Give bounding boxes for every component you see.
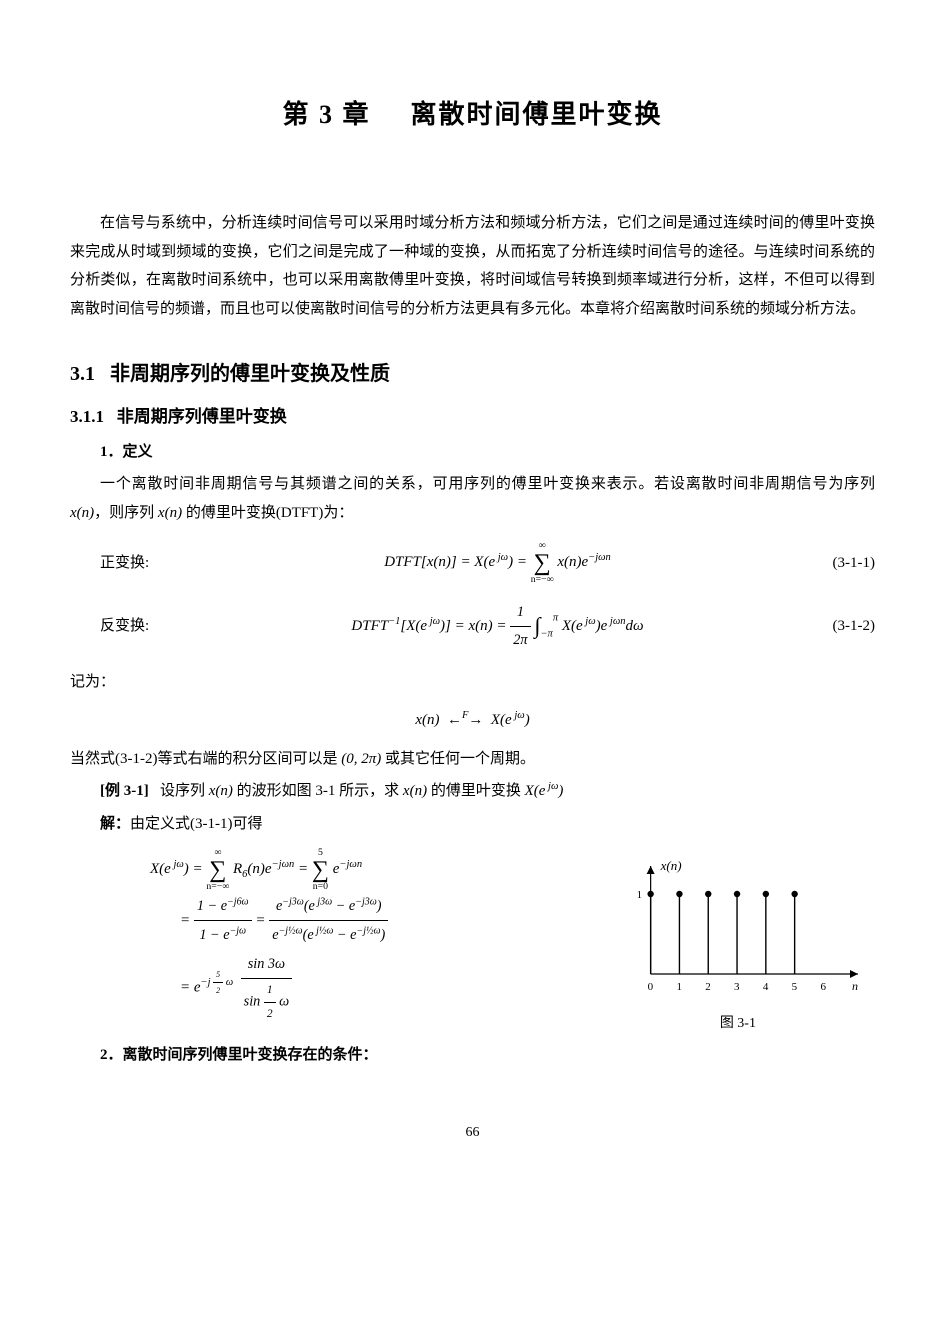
section-3-1-heading: 3.1 非周期序列的傅里叶变换及性质 [70,355,875,393]
svg-text:0: 0 [648,981,654,993]
forward-transform-row: 正变换: DTFT[x(n)] = X(e jω) = ∞∑n=−∞ x(n)e… [70,541,875,585]
forward-eq-number: (3-1-1) [795,549,875,578]
svg-text:2: 2 [705,981,711,993]
svg-text:3: 3 [734,981,740,993]
svg-text:1: 1 [637,889,643,901]
stem-plot: x(n) 1 0 1 2 3 4 5 6 n [608,848,868,998]
svg-text:6: 6 [820,981,826,993]
inverse-transform-row: 反变换: DTFT−1[X(e jω)] = x(n) = 12π ∫−ππ X… [70,599,875,654]
chapter-number: 第 3 章 [282,100,370,129]
condition-heading: 2．离散时间序列傅里叶变换存在的条件： [70,1041,875,1070]
section-number: 3.1 [70,363,95,385]
subsection-title: 非周期序列傅里叶变换 [117,407,287,426]
svg-text:n: n [852,979,858,993]
solution-intro: 解：由定义式(3-1-1)可得 [70,810,875,839]
svg-text:5: 5 [792,981,798,993]
definition-text: 一个离散时间非周期信号与其频谱之间的关系，可用序列的傅里叶变换来表示。若设离散时… [70,470,875,527]
figure-caption: 图 3-1 [601,1011,875,1038]
forward-label: 正变换: [70,549,200,578]
figure-3-1: x(n) 1 0 1 2 3 4 5 6 n 图 3-1 [601,848,875,1037]
note-label: 记为： [70,668,875,697]
example-3-1: [例 3-1] 设序列 x(n) 的波形如图 3-1 所示，求 x(n) 的傅里… [70,777,875,806]
page-number: 66 [70,1120,875,1147]
subsection-3-1-1-heading: 3.1.1 非周期序列傅里叶变换 [70,401,875,433]
inverse-equation: DTFT−1[X(e jω)] = x(n) = 12π ∫−ππ X(e jω… [200,599,795,654]
svg-text:1: 1 [676,981,682,993]
intro-paragraph: 在信号与系统中，分析连续时间信号可以采用时域分析方法和频域分析方法，它们之间是通… [70,209,875,323]
svg-text:4: 4 [763,981,769,993]
svg-text:x(n): x(n) [660,858,682,873]
solution-label: 解： [100,816,130,832]
forward-equation: DTFT[x(n)] = X(e jω) = ∞∑n=−∞ x(n)e−jωn [200,541,795,585]
inverse-label: 反变换: [70,612,200,641]
definition-heading: 1．定义 [70,438,875,467]
solution-equations: X(e jω) = ∞∑n=−∞ R6(n)e−jωn = 5∑n=0 e−jω… [70,848,601,1026]
inverse-eq-number: (3-1-2) [795,612,875,641]
period-note: 当然式(3-1-2)等式右端的积分区间可以是 (0, 2π) 或其它任何一个周期… [70,745,875,774]
subsection-number: 3.1.1 [70,407,104,426]
chapter-title: 第 3 章 离散时间傅里叶变换 [70,90,875,139]
transform-pair: x(n) ←F→ X(e jω) [70,706,875,735]
solution-block: X(e jω) = ∞∑n=−∞ R6(n)e−jωn = 5∑n=0 e−jω… [70,848,875,1037]
section-title: 非周期序列的傅里叶变换及性质 [110,363,390,385]
example-tag: [例 3-1] [100,783,149,799]
chapter-name: 离散时间傅里叶变换 [411,100,663,129]
